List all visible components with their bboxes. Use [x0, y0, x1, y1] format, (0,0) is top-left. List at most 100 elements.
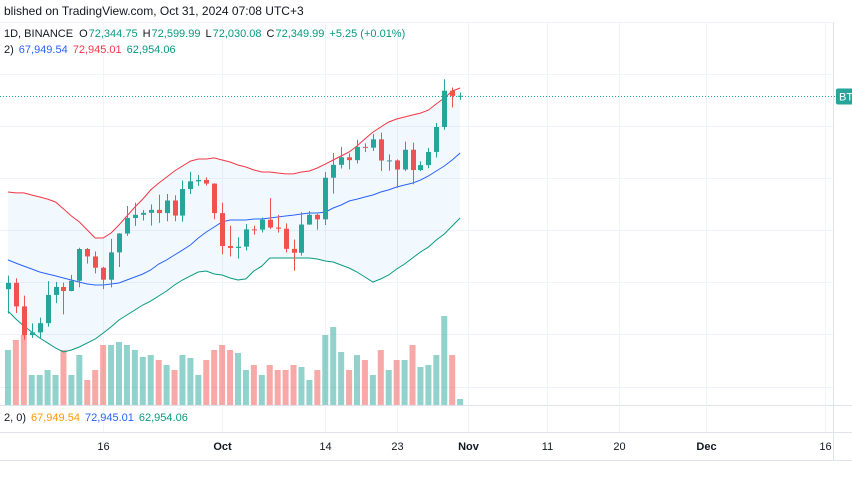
- volume-bar: [92, 370, 99, 405]
- candle-body: [22, 306, 27, 336]
- bb-value: 72,945.01: [72, 44, 122, 56]
- volume-bar: [385, 370, 392, 405]
- volume-bar: [84, 380, 91, 405]
- candle-body: [196, 179, 201, 182]
- volume-bar: [123, 345, 130, 405]
- candle-body: [30, 332, 35, 336]
- candle-body: [228, 246, 233, 248]
- volume-bar: [361, 360, 368, 405]
- volume-bar: [242, 370, 249, 405]
- volume-bar: [131, 350, 138, 405]
- candle-body: [363, 146, 368, 148]
- candle-body: [244, 229, 249, 247]
- volume-bar: [52, 375, 59, 405]
- candle-body: [331, 164, 336, 178]
- volume-bar: [417, 367, 424, 405]
- bb-value: 67,949.54: [18, 44, 68, 56]
- candle-body: [157, 209, 162, 214]
- candle-body: [180, 189, 185, 216]
- volume-bar: [60, 350, 67, 405]
- candle-body: [77, 249, 82, 281]
- publish-line: blished on TradingView.com, Oct 31, 2024…: [4, 4, 309, 18]
- candle-body: [117, 233, 122, 253]
- volume-bar: [369, 375, 376, 405]
- candle-body: [260, 219, 265, 230]
- candle-body: [323, 177, 328, 220]
- ohlc-key: L: [205, 28, 212, 40]
- volume-bar: [401, 360, 408, 405]
- candle-body: [165, 200, 170, 214]
- volume-bar: [306, 380, 313, 405]
- x-tick-label: 16: [819, 441, 831, 453]
- volume-bar: [425, 365, 432, 405]
- volume-bar: [314, 370, 321, 405]
- candle-body: [299, 224, 304, 253]
- candle-body: [315, 214, 320, 220]
- x-tick-label: Dec: [696, 441, 716, 453]
- candle-body: [85, 249, 90, 257]
- candle-body: [236, 246, 241, 248]
- x-tick-label: Nov: [458, 441, 480, 453]
- volume-bar: [68, 375, 75, 405]
- volume-bar: [322, 335, 329, 405]
- volume-bar: [139, 357, 146, 405]
- candle-body: [252, 229, 257, 231]
- pane-value: 72,945.01: [84, 412, 134, 424]
- volume-bar: [195, 375, 202, 405]
- candle-body: [54, 286, 59, 295]
- volume-bar: [393, 360, 400, 405]
- volume-bar: [12, 340, 19, 405]
- candle-body: [109, 252, 114, 280]
- bollinger-legend: 2) 67,949.54 72,945.01 62,954.06: [4, 44, 181, 56]
- volume-bar: [76, 355, 83, 405]
- pane-value: 62,954.06: [138, 412, 188, 424]
- symbol: 1D, BINANCE: [4, 28, 74, 40]
- candle-body: [292, 248, 297, 253]
- candle-body: [220, 213, 225, 247]
- candle-body: [276, 227, 281, 229]
- volume-bar: [409, 345, 416, 405]
- change: +5.25 (+0.01%): [329, 28, 406, 40]
- volume-bar: [258, 375, 265, 405]
- candle-body: [141, 212, 146, 215]
- candle-body: [149, 209, 154, 213]
- candle-body: [61, 286, 66, 292]
- volume-bar: [155, 360, 162, 405]
- x-tick-label: 23: [391, 441, 403, 453]
- volume-bar: [20, 335, 27, 405]
- volume-bar: [147, 355, 154, 405]
- candle-body: [188, 181, 193, 190]
- bb-value: 62,954.06: [126, 44, 176, 56]
- volume-bar: [250, 365, 257, 405]
- symbol-legend: 1D, BINANCE O 72,344.75 H 72,599.99 L 72,030.…: [4, 28, 410, 40]
- volume-bar: [211, 350, 218, 405]
- volume-bar: [290, 365, 297, 405]
- x-tick-label: 20: [613, 441, 625, 453]
- x-tick-label: Oct: [213, 441, 232, 453]
- price-label-box: [836, 88, 852, 105]
- volume-bar: [457, 399, 464, 405]
- candle-body: [458, 95, 463, 97]
- ohlc-value: 72,349.99: [275, 28, 325, 40]
- publish-text: blished on TradingView.com, Oct 31, 2024…: [4, 4, 304, 18]
- volume-bar: [44, 370, 51, 405]
- candle-body: [387, 160, 392, 162]
- bb-prefix: 2): [4, 44, 14, 56]
- candle-body: [434, 126, 439, 152]
- volume-bar: [354, 355, 360, 405]
- volume-bar: [4, 350, 11, 405]
- candle-body: [38, 323, 43, 333]
- candle-body: [355, 146, 360, 161]
- candle-body: [442, 90, 447, 127]
- candle-body: [14, 282, 19, 307]
- volume-bar: [346, 370, 353, 405]
- candle-body: [347, 157, 352, 161]
- ohlc-value: 72,030.08: [212, 28, 262, 40]
- candle-body: [133, 214, 138, 219]
- volume-bar: [433, 355, 440, 405]
- x-tick-label: 11: [542, 441, 553, 453]
- x-tick-label: 16: [97, 441, 109, 453]
- candle-body: [411, 149, 416, 171]
- candle-body: [284, 228, 289, 249]
